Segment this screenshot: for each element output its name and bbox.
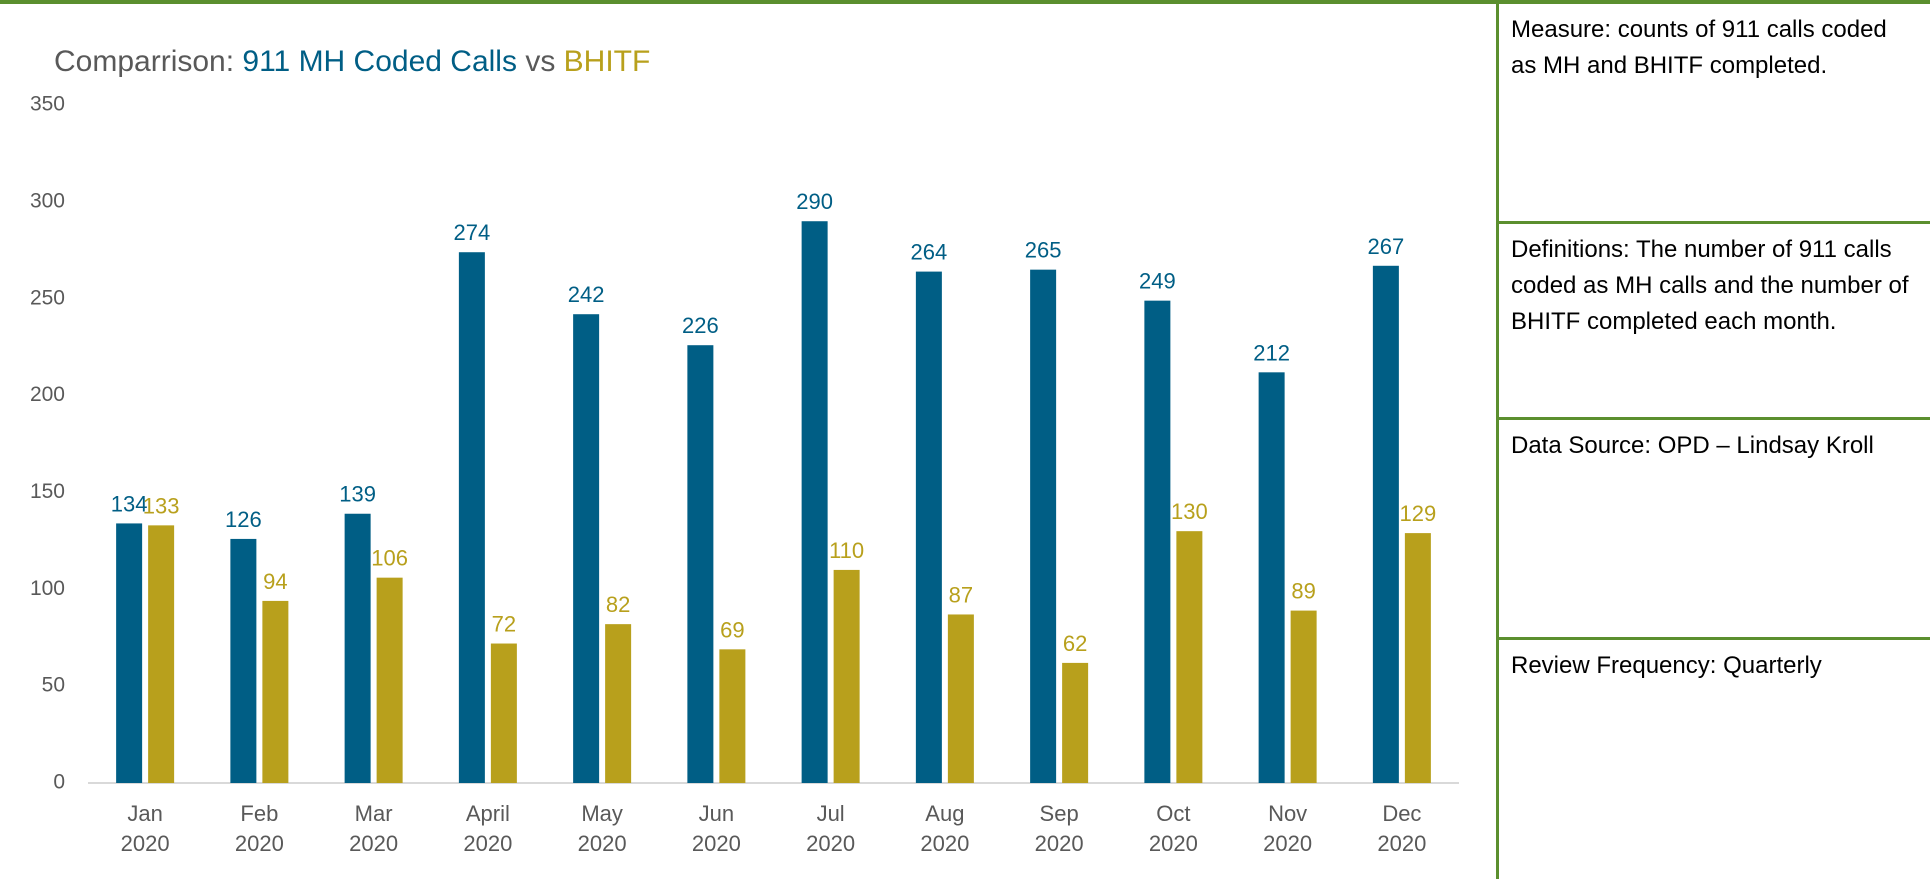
data-source: Data Source: OPD – Lindsay Kroll — [1499, 420, 1930, 640]
bar — [605, 624, 632, 783]
bar — [230, 538, 257, 783]
data-label: 126 — [225, 507, 262, 532]
bar — [148, 525, 175, 783]
bar — [573, 314, 600, 783]
data-label: 82 — [606, 592, 630, 617]
data-label: 242 — [568, 282, 605, 307]
data-label: 134 — [111, 491, 148, 516]
data-label: 133 — [143, 493, 180, 518]
data-label: 110 — [829, 538, 864, 563]
data-label: 89 — [1291, 579, 1315, 604]
bar — [1030, 269, 1057, 784]
y-tick-label: 200 — [30, 383, 65, 406]
data-label: 264 — [911, 240, 948, 265]
x-tick-label: Nov 2020 — [1263, 801, 1312, 856]
data-label: 94 — [263, 569, 287, 594]
info-panel: Measure: counts of 911 calls coded as MH… — [1496, 4, 1930, 879]
definitions: Definitions: The number of 911 calls cod… — [1499, 224, 1930, 420]
bar — [833, 569, 860, 783]
bar — [1372, 265, 1399, 784]
x-tick-label: Mar 2020 — [349, 801, 398, 856]
x-tick-label: April 2020 — [463, 801, 512, 856]
data-label: 87 — [949, 582, 973, 607]
data-label: 274 — [454, 220, 491, 245]
data-label: 130 — [1171, 499, 1208, 524]
y-tick-label: 300 — [30, 189, 65, 212]
bar — [490, 643, 517, 783]
bar — [458, 252, 485, 784]
x-tick-label: May 2020 — [578, 801, 627, 856]
data-label: 267 — [1368, 234, 1405, 259]
bar — [1404, 533, 1431, 783]
data-label: 139 — [339, 482, 376, 507]
measure: Measure: counts of 911 calls coded as MH… — [1499, 4, 1930, 224]
bar — [262, 600, 289, 783]
bar — [116, 523, 143, 783]
y-tick-label: 350 — [30, 93, 65, 116]
bar — [1176, 531, 1203, 783]
x-tick-label: Aug 2020 — [920, 801, 969, 856]
data-label: 290 — [796, 189, 833, 214]
x-tick-label: Sep 2020 — [1035, 801, 1084, 856]
data-label: 265 — [1025, 238, 1062, 263]
data-label: 106 — [371, 546, 408, 571]
x-tick-label: Dec 2020 — [1377, 801, 1426, 856]
bar — [1062, 662, 1089, 783]
x-tick-label: Jul 2020 — [806, 801, 855, 856]
chart: Comparrison: 911 MH Coded Calls vs BHITF… — [30, 45, 1459, 856]
data-label: 212 — [1253, 340, 1290, 365]
review-frequency: Review Frequency: Quarterly — [1511, 652, 1822, 679]
x-tick-label: Jan 2020 — [121, 801, 170, 856]
bar — [1144, 300, 1171, 783]
bar — [687, 345, 714, 783]
top-border — [0, 0, 1930, 4]
bar — [947, 614, 974, 783]
chart-title: Comparrison: 911 MH Coded Calls vs BHITF — [54, 45, 650, 78]
y-tick-label: 0 — [53, 771, 65, 794]
bar — [344, 513, 371, 783]
bar — [801, 221, 828, 783]
x-tick-label: Feb 2020 — [235, 801, 284, 856]
x-tick-label: Jun 2020 — [692, 801, 741, 856]
data-label: 72 — [492, 612, 516, 637]
x-tick-label: Oct 2020 — [1149, 801, 1198, 856]
bar — [1258, 372, 1285, 783]
bar — [376, 577, 403, 783]
y-tick-label: 50 — [42, 674, 65, 697]
y-tick-label: 150 — [30, 480, 65, 503]
data-label: 62 — [1063, 631, 1087, 656]
bar — [719, 649, 746, 783]
bar — [915, 271, 942, 783]
y-tick-label: 100 — [30, 577, 65, 600]
data-label: 69 — [720, 617, 744, 642]
data-label: 129 — [1400, 501, 1437, 526]
data-label: 226 — [682, 313, 719, 338]
bar — [1290, 610, 1317, 783]
y-tick-label: 250 — [30, 286, 65, 309]
data-label: 249 — [1139, 269, 1176, 294]
